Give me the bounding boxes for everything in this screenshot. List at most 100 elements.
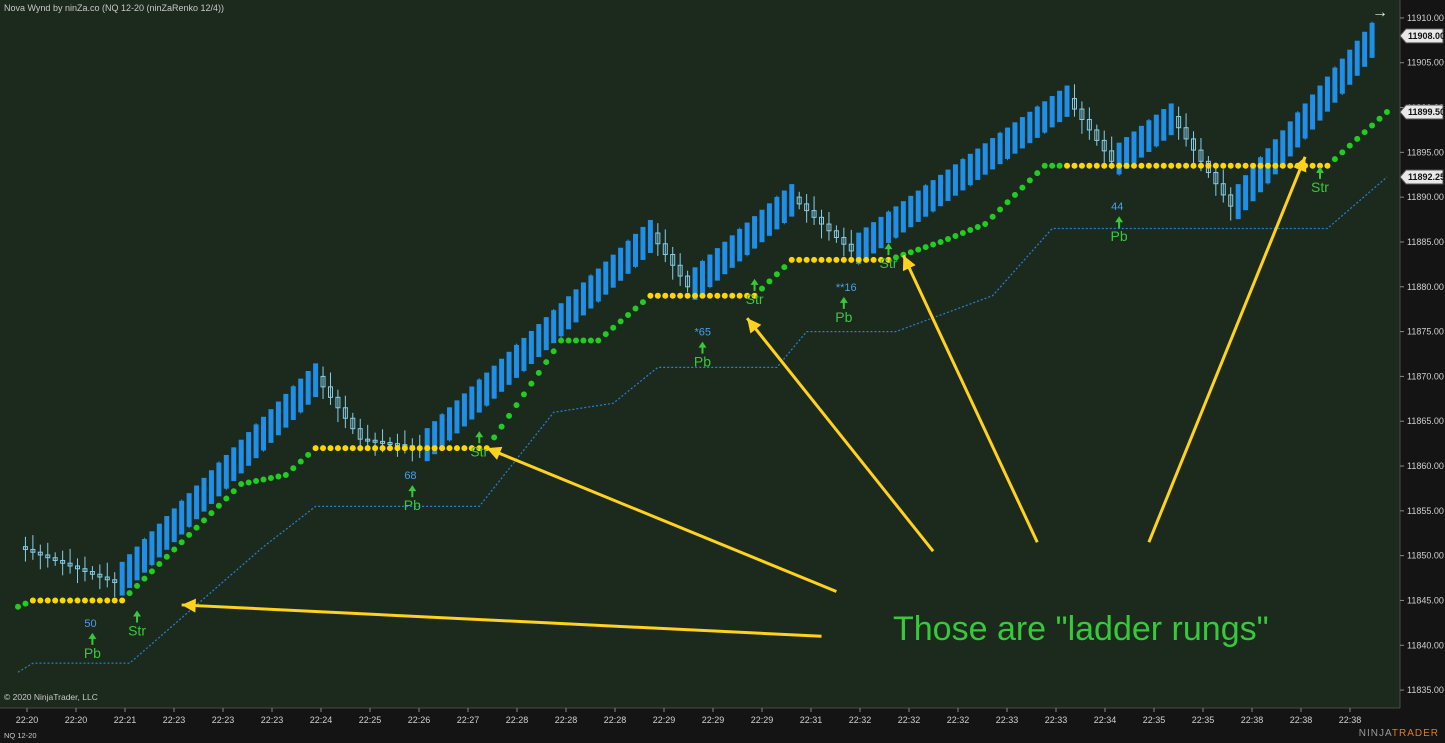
rung-dot (1071, 162, 1078, 169)
stop-dot (543, 359, 550, 366)
price-axis-panel (1400, 0, 1445, 743)
bull-candle (246, 432, 252, 466)
rung-dot (468, 445, 475, 452)
bull-candle (283, 393, 289, 428)
signal-up-arrow-icon (133, 610, 142, 623)
scroll-right-arrow-icon[interactable]: → (1372, 4, 1388, 21)
annotation-arrowhead-icon (1293, 156, 1307, 173)
stop-dot (22, 600, 29, 607)
pullback-candle (97, 573, 103, 578)
rung-dot (1123, 162, 1130, 169)
bull-candle (1362, 31, 1368, 67)
stop-dot (781, 264, 788, 271)
stop-dot (595, 337, 602, 344)
bull-candle (752, 216, 758, 249)
rung-dot (1272, 162, 1279, 169)
time-axis-panel (0, 708, 1400, 743)
bull-candle (610, 254, 616, 288)
rung-dot (840, 256, 847, 263)
bull-candle (603, 261, 609, 295)
pullback-candle (82, 568, 88, 573)
trail-line-layer (17, 176, 1388, 673)
stop-dot (215, 502, 222, 509)
stop-dot (305, 451, 312, 458)
rung-dot (647, 292, 654, 299)
annotation-arrowhead-icon (902, 255, 916, 272)
pullback-candle (357, 428, 363, 440)
bull-candle (856, 232, 862, 264)
bull-candle (275, 401, 281, 436)
signals-layer: 50 Pb Str 68 Pb Str *65 Pb Str **16 Pb Str 44 Pb Str (84, 166, 1329, 661)
time-tick-label: 22:27 (457, 715, 480, 725)
rung-dot (1287, 162, 1294, 169)
bull-candle (439, 414, 445, 448)
bull-candle (1243, 175, 1249, 211)
rung-dot (1108, 162, 1115, 169)
rung-dot (803, 256, 810, 263)
bull-candle (536, 324, 542, 358)
start-signal-label: Str (746, 291, 764, 307)
bull-candle (1168, 103, 1174, 136)
stop-dot (186, 531, 193, 538)
bull-candle (253, 424, 259, 459)
pullback-candle (45, 554, 51, 559)
bull-candle (789, 184, 795, 217)
price-tick-label: 11910.00 (1407, 13, 1444, 23)
bull-candle (164, 516, 170, 550)
stop-dot (520, 391, 527, 398)
bull-candle (127, 554, 133, 588)
price-marker-badge (1399, 104, 1444, 120)
stop-dot (625, 311, 632, 318)
price-marker-label: 11899.50 (1408, 107, 1445, 117)
time-tick-label: 22:26 (408, 715, 431, 725)
start-signal-label: Str (128, 623, 146, 639)
time-tick-label: 22:33 (1045, 715, 1068, 725)
stop-dot (892, 254, 899, 261)
bull-candle (938, 174, 944, 207)
bull-candle (491, 365, 497, 399)
rung-dot (1197, 162, 1204, 169)
bull-candle (640, 226, 646, 260)
stop-dot (253, 477, 260, 484)
pullback-candle (804, 203, 810, 212)
bull-candle (1235, 184, 1241, 220)
pullback-candle (1213, 172, 1219, 185)
bull-candle (134, 546, 140, 581)
rung-dot (825, 256, 832, 263)
bull-candle (1116, 142, 1122, 175)
stop-dot (952, 233, 959, 239)
stop-dot (238, 480, 245, 487)
stop-dot (1019, 184, 1026, 191)
stop-dot (558, 337, 565, 344)
bull-candle (1057, 90, 1063, 123)
rung-dot (59, 597, 66, 604)
pullback-candle (342, 407, 348, 419)
bull-candle (499, 358, 505, 392)
bull-candle (513, 344, 519, 378)
bull-candle (298, 378, 304, 413)
bull-candle (216, 462, 222, 497)
stop-dot (974, 224, 981, 231)
pullback-candle (1191, 138, 1197, 151)
signal-number: 68 (404, 470, 416, 482)
stop-dot (1056, 162, 1063, 169)
bull-candle (558, 303, 564, 337)
price-tick-label: 11840.00 (1407, 640, 1444, 650)
annotation-arrowhead-icon (747, 318, 762, 334)
rung-dot (394, 445, 401, 452)
rung-dot (96, 597, 103, 604)
bull-candle (885, 211, 891, 243)
stop-dot (506, 412, 513, 419)
price-tick-label: 11885.00 (1407, 237, 1444, 247)
stop-dot (639, 299, 646, 306)
pullback-candle (662, 243, 668, 256)
rung-dot (1257, 162, 1264, 169)
time-tick-label: 22:33 (996, 715, 1019, 725)
rung-dot (1093, 162, 1100, 169)
rung-dot (409, 445, 416, 452)
rung-dot (736, 292, 743, 299)
bull-candle (781, 190, 787, 224)
pullback-candle (75, 565, 81, 570)
pullback-candle (1086, 118, 1092, 131)
